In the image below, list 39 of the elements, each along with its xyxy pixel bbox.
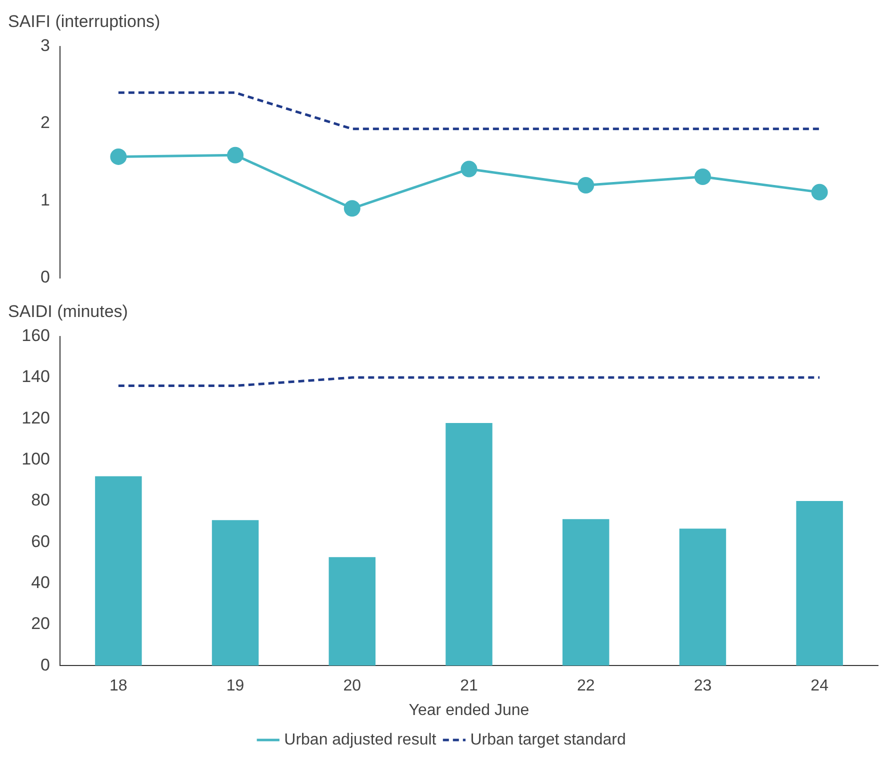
x-tick-label: 18 (110, 678, 128, 695)
y-tick-label: 40 (31, 572, 50, 592)
y-tick-label: 80 (31, 490, 50, 510)
chart-title: SAIFI (interruptions) (8, 12, 160, 31)
chart-title: SAIDI (minutes) (8, 302, 128, 321)
x-tick-label: 21 (460, 678, 478, 695)
legend-label: Urban adjusted result (284, 731, 437, 748)
y-tick-label: 20 (31, 614, 50, 634)
bar (446, 423, 492, 666)
y-tick-label: 160 (22, 326, 50, 346)
point (460, 160, 478, 178)
x-tick-label: 19 (226, 678, 244, 695)
x-axis-title: Year ended June (408, 702, 530, 719)
point (344, 200, 360, 217)
y-tick-label: 0 (40, 655, 50, 674)
y-tick-label: 2 (40, 113, 50, 132)
x-tick-label: 23 (694, 678, 712, 695)
bar (562, 519, 610, 666)
point (578, 176, 594, 194)
y-tick-label: 100 (22, 450, 50, 469)
y-tick-label: 60 (31, 532, 50, 551)
bar (679, 528, 726, 666)
legend-label: Urban target standard (470, 731, 626, 748)
bar (95, 476, 142, 666)
x-tick-label: 24 (810, 678, 829, 695)
bar (328, 557, 376, 666)
x-tick-label: 20 (343, 678, 362, 695)
point (811, 184, 828, 200)
point (694, 168, 711, 186)
y-tick-label: 1 (40, 190, 50, 210)
bar (796, 501, 843, 666)
point (227, 146, 244, 164)
point (110, 148, 127, 165)
y-tick-label: 3 (40, 36, 50, 56)
x-tick-label: 22 (576, 678, 595, 695)
y-tick-label: 120 (22, 408, 50, 428)
bar (212, 520, 259, 666)
y-tick-label: 140 (22, 367, 50, 386)
y-tick-label: 0 (40, 267, 50, 286)
